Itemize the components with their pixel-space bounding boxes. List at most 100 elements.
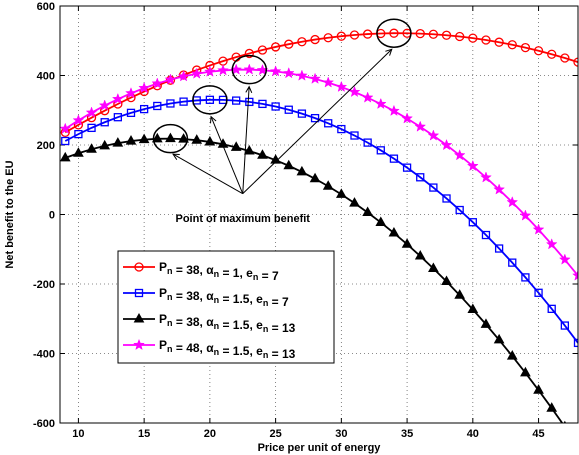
data-point — [350, 131, 359, 140]
data-point — [349, 30, 360, 40]
data-point — [519, 209, 532, 221]
data-point — [87, 123, 96, 133]
data-point — [270, 42, 281, 52]
data-point — [481, 230, 491, 240]
data-point — [533, 384, 544, 394]
data-point — [414, 120, 427, 132]
data-point — [111, 92, 124, 105]
data-point — [493, 183, 506, 195]
series-line — [64, 137, 564, 423]
data-point — [217, 138, 229, 148]
y-tick-label: -600 — [33, 418, 55, 430]
legend-label: Pn = 38, αn = 1, en = 7 — [159, 260, 279, 283]
data-point — [134, 262, 144, 272]
data-point — [427, 129, 440, 141]
series-line — [64, 98, 578, 344]
data-point — [574, 441, 579, 449]
data-point — [60, 122, 72, 134]
plot-frame — [59, 5, 579, 424]
data-point — [428, 262, 439, 273]
data-point — [166, 99, 175, 108]
data-point — [560, 53, 570, 63]
legend-label: Pn = 48, αn = 1.5, en = 13 — [159, 338, 296, 361]
data-point — [416, 173, 425, 182]
x-tick-label: 35 — [401, 428, 413, 440]
data-point — [100, 118, 109, 127]
data-point — [572, 269, 578, 281]
data-point — [245, 97, 254, 107]
data-point — [374, 97, 387, 110]
data-point — [534, 288, 543, 297]
data-point — [85, 106, 98, 118]
data-point — [125, 135, 137, 145]
data-point — [297, 37, 307, 47]
data-point — [573, 338, 578, 348]
y-tick-label: 200 — [37, 140, 55, 152]
data-point — [480, 171, 492, 183]
series-layer — [60, 28, 579, 449]
data-point — [165, 132, 176, 143]
plot-area — [59, 5, 579, 449]
data-point — [271, 102, 280, 111]
legend-label: Pn = 38, αn = 1.5, en = 7 — [159, 286, 289, 309]
data-point — [138, 81, 151, 94]
data-point — [375, 216, 387, 226]
annotation-label: Point of maximum benefit — [176, 213, 311, 225]
data-point — [72, 114, 85, 126]
data-point — [428, 29, 439, 39]
data-point — [243, 63, 256, 75]
data-point — [376, 146, 385, 155]
data-point — [415, 28, 425, 39]
data-point — [361, 91, 374, 103]
data-point — [153, 101, 162, 111]
legend-item-1: Pn = 38, αn = 1, en = 7 — [123, 260, 279, 283]
data-point — [309, 72, 321, 84]
data-point — [349, 197, 360, 207]
x-tick-label: 40 — [467, 428, 479, 440]
data-point — [414, 250, 426, 260]
data-point — [558, 253, 571, 265]
y-tick-label: -400 — [33, 349, 55, 361]
legend-item-4: Pn = 48, αn = 1.5, en = 13 — [123, 338, 296, 361]
arrow-head — [245, 85, 253, 93]
data-point — [506, 350, 518, 360]
data-point — [573, 57, 578, 67]
data-point — [533, 46, 544, 56]
annotation-arrow — [210, 116, 244, 194]
data-point — [257, 45, 268, 55]
data-point — [244, 48, 254, 59]
data-point — [177, 70, 190, 82]
legend-label: Pn = 38, αn = 1.5, en = 13 — [159, 312, 296, 335]
data-point — [60, 151, 71, 162]
data-point — [322, 180, 334, 190]
data-point — [362, 206, 373, 216]
data-point — [493, 333, 505, 344]
series-3 — [60, 132, 579, 449]
series-line — [64, 68, 578, 277]
data-point — [481, 35, 491, 45]
data-point — [297, 109, 307, 118]
y-tick-label: 400 — [37, 71, 55, 83]
max-point-ellipse — [192, 85, 228, 115]
max-point-ellipse — [231, 54, 268, 85]
series-line — [64, 32, 578, 134]
data-point — [178, 133, 189, 143]
x-tick-label: 10 — [72, 428, 84, 440]
data-point — [494, 244, 504, 253]
max-point-ellipse — [376, 18, 412, 48]
data-point — [257, 149, 268, 159]
data-point — [507, 40, 517, 50]
data-point — [466, 159, 479, 172]
data-point — [388, 104, 400, 116]
data-point — [296, 165, 308, 176]
data-point — [468, 218, 477, 227]
arrow-head — [172, 153, 180, 160]
data-point — [467, 303, 479, 313]
data-point — [494, 37, 504, 47]
data-point — [284, 105, 293, 114]
data-point — [258, 99, 267, 109]
series-2 — [61, 95, 578, 348]
data-point — [547, 304, 556, 313]
data-point — [164, 73, 177, 85]
